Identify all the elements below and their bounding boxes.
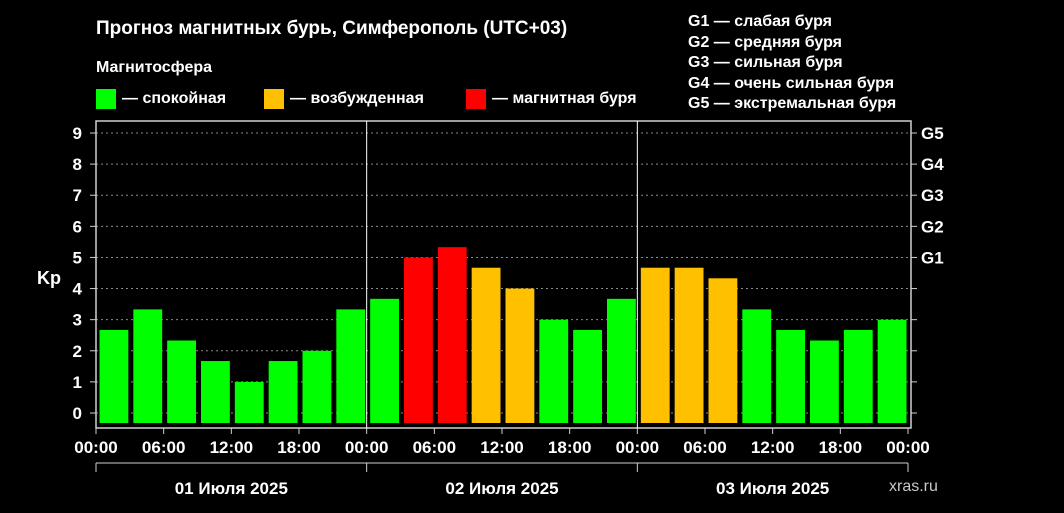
- day-label-1: 02 Июля 2025: [445, 479, 558, 498]
- storm-level-g2: G2 — средняя буря: [688, 33, 842, 51]
- right-tick-label-g3: G3: [921, 186, 944, 205]
- day-separators: [366, 121, 638, 428]
- bar-3: [201, 361, 230, 423]
- storm-level-legend: G1 — слабая буря G2 — средняя буря G3 — …: [688, 12, 896, 115]
- y-axis-label: Kp: [37, 268, 61, 288]
- bar-5: [268, 361, 298, 423]
- y-tick-label-6: 6: [73, 217, 82, 236]
- y-tick-label-9: 9: [73, 124, 82, 143]
- bar-14: [573, 329, 602, 423]
- storm-level-g3: G3 — сильная буря: [688, 54, 843, 71]
- bar-23: [877, 319, 907, 423]
- bar-2: [167, 340, 196, 423]
- right-tick-label-g1: G1: [921, 248, 944, 267]
- day-label-2: 03 Июля 2025: [716, 479, 829, 498]
- right-tick-label-g5: G5: [921, 124, 944, 143]
- right-tick-label-g4: G4: [921, 155, 944, 174]
- legend-item-storm: — магнитная буря: [466, 88, 637, 110]
- legend-label-storm: — магнитная буря: [492, 90, 637, 107]
- legend-swatch-storm: [466, 89, 486, 109]
- y-tick-label-7: 7: [73, 186, 82, 205]
- x-tick-label-12: 00:00: [886, 438, 929, 457]
- x-tick-label-4: 00:00: [345, 438, 388, 457]
- x-tick-label-10: 12:00: [751, 438, 794, 457]
- y-tick-label-3: 3: [73, 311, 82, 330]
- legend-label-active: — возбужденная: [290, 90, 424, 107]
- x-tick-label-9: 06:00: [683, 438, 726, 457]
- x-tick-label-6: 12:00: [480, 438, 523, 457]
- bar-4: [234, 381, 264, 423]
- y-tick-label-4: 4: [73, 280, 83, 299]
- right-axis: G1 G2 G3 G4 G5: [911, 124, 944, 414]
- bar-16: [640, 267, 670, 423]
- y-axis: 0 1 2 3 4 5 6 7 8 9: [73, 124, 96, 423]
- storm-level-g1: G1 — слабая буря: [688, 13, 833, 30]
- bar-6: [302, 350, 332, 423]
- page-title: Прогноз магнитных бурь, Симферополь (UTC…: [96, 18, 568, 39]
- x-tick-label-8: 00:00: [616, 438, 659, 457]
- bar-20: [776, 329, 805, 423]
- x-tick-label-7: 18:00: [548, 438, 591, 457]
- x-tick-label-3: 18:00: [277, 438, 320, 457]
- legend-item-active: — возбужденная: [264, 88, 424, 110]
- bar-7: [336, 309, 366, 423]
- x-tick-label-1: 06:00: [142, 438, 185, 457]
- bar-13: [539, 319, 569, 423]
- y-tick-label-2: 2: [73, 342, 82, 361]
- plot-frame: [95, 120, 912, 429]
- x-tick-label-0: 00:00: [74, 438, 117, 457]
- y-tick-label-1: 1: [73, 373, 82, 392]
- y-tick-label-0: 0: [73, 404, 82, 423]
- bar-9: [404, 257, 433, 423]
- bar-15: [607, 298, 636, 423]
- bar-21: [810, 340, 839, 423]
- day-labels: 01 Июля 2025 02 Июля 2025 03 Июля 2025: [95, 463, 909, 498]
- x-tick-label-11: 18:00: [819, 438, 862, 457]
- legend-swatch-active: [264, 89, 284, 109]
- bar-19: [742, 309, 772, 423]
- bar-0: [99, 329, 129, 423]
- bar-10: [437, 247, 467, 423]
- magnetosphere-label: Магнитосфера: [96, 59, 213, 76]
- storm-level-g5: G5 — экстремальная буря: [688, 95, 897, 112]
- chart-grid: [96, 132, 908, 414]
- bar-8: [370, 298, 399, 423]
- y-tick-label-8: 8: [73, 155, 82, 174]
- x-tick-label-2: 12:00: [210, 438, 253, 457]
- x-tick-label-5: 06:00: [413, 438, 456, 457]
- legend-item-quiet: — спокойная: [96, 88, 226, 110]
- watermark: xras.ru: [889, 478, 938, 495]
- bar-22: [843, 329, 873, 423]
- bar-12: [505, 288, 535, 423]
- right-tick-label-g2: G2: [921, 217, 944, 236]
- storm-level-g4: G4 — очень сильная буря: [688, 74, 895, 92]
- bar-18: [708, 278, 738, 423]
- chart-bars: [99, 247, 907, 423]
- bar-11: [471, 267, 501, 423]
- x-axis: 00:00 06:00 12:00 18:00 00:00 06:00 12:00 18:00…: [74, 428, 930, 457]
- legend-swatch-quiet: [96, 89, 116, 109]
- y-tick-label-5: 5: [73, 248, 82, 267]
- day-label-0: 01 Июля 2025: [175, 479, 288, 498]
- bar-17: [674, 267, 704, 423]
- bar-1: [133, 309, 163, 423]
- legend-label-quiet: — спокойная: [122, 90, 227, 107]
